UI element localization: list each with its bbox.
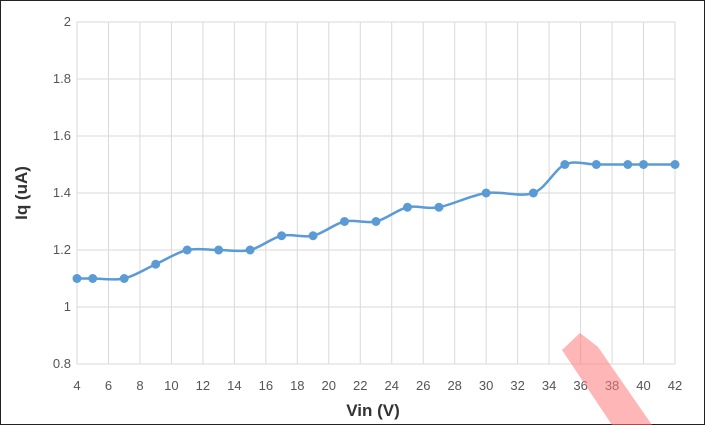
data-point-0-1 (88, 274, 98, 283)
y-tick-label: 1.2 (53, 242, 71, 257)
data-point-0-0 (72, 274, 82, 283)
data-point-0-2 (119, 274, 129, 283)
x-tick-label: 6 (105, 378, 112, 393)
y-tick-label: 1.6 (53, 128, 71, 143)
y-axis-title: Iq (uA) (12, 166, 31, 220)
x-axis-title: Vin (V) (346, 401, 400, 420)
x-tick-label: 32 (510, 378, 524, 393)
x-tick-label: 26 (416, 378, 430, 393)
x-tick-label: 18 (290, 378, 304, 393)
data-point-0-13 (481, 188, 491, 198)
series-layer (72, 160, 680, 283)
x-tick-label: 10 (164, 378, 178, 393)
data-point-0-10 (371, 217, 381, 226)
data-point-0-5 (214, 245, 224, 255)
x-tick-label: 4 (73, 378, 80, 393)
x-tick-label: 8 (136, 378, 143, 393)
x-tick-label: 12 (196, 378, 210, 393)
data-point-0-18 (639, 160, 649, 169)
x-tick-label: 42 (668, 378, 682, 393)
y-tick-label: 0.8 (53, 356, 71, 371)
y-tick-label: 1.4 (53, 185, 71, 200)
data-point-0-6 (245, 245, 255, 255)
grid-layer (76, 21, 676, 365)
x-tick-label: 30 (479, 378, 493, 393)
x-tick-label: 14 (227, 378, 241, 393)
y-tick-labels: 0.8 1 1.2 1.4 1.6 1.8 2 (53, 14, 71, 371)
x-tick-label: 24 (385, 378, 399, 393)
x-tick-label: 20 (322, 378, 336, 393)
data-point-0-12 (434, 202, 444, 212)
y-tick-label: 1.8 (53, 71, 71, 86)
x-tick-label: 16 (259, 378, 273, 393)
data-point-0-15 (560, 160, 570, 169)
x-tick-label: 34 (542, 378, 556, 393)
data-point-0-17 (623, 160, 633, 169)
x-tick-label: 40 (636, 378, 650, 393)
x-tick-label: 22 (353, 378, 367, 393)
data-point-0-19 (670, 160, 680, 169)
data-point-0-11 (402, 202, 412, 212)
data-point-0-16 (591, 160, 601, 169)
x-tick-label: 28 (447, 378, 461, 393)
data-point-0-3 (151, 259, 161, 269)
data-point-0-7 (277, 231, 287, 241)
watermark-shape (562, 333, 652, 425)
data-point-0-9 (340, 217, 350, 226)
data-point-0-4 (182, 245, 192, 255)
y-tick-label: 2 (64, 14, 71, 29)
y-tick-label: 1 (64, 299, 71, 314)
data-point-0-14 (528, 188, 538, 198)
data-point-0-8 (308, 231, 318, 241)
